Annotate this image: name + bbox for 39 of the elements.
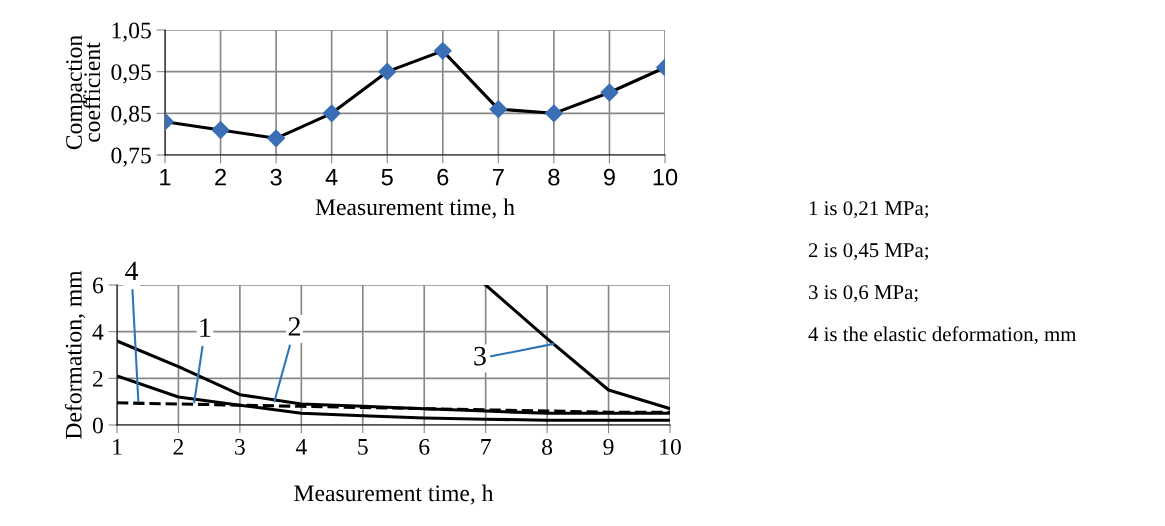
x-tick-label: 5 — [358, 439, 368, 455]
x-tick-label: 3 — [270, 168, 282, 186]
x-tick-label: 10 — [653, 168, 678, 186]
series-label: 3 — [474, 346, 486, 366]
x-axis-title: Measurement time, h — [294, 484, 494, 505]
x-tick-label: 9 — [603, 168, 615, 186]
x-tick-label: 7 — [492, 169, 504, 186]
x-axis-title: Measurement time, h — [315, 198, 515, 219]
y-tick-label: 4 — [92, 324, 104, 340]
x-tick-label: 5 — [381, 169, 393, 186]
x-tick-label: 10 — [660, 438, 681, 455]
y-axis-title: Compaction coefficient — [66, 35, 101, 150]
text: 1 — [200, 318, 211, 337]
y-tick-label: 0 — [92, 417, 103, 434]
x-tick-label: 1 — [113, 438, 122, 455]
x-tick-label: 8 — [548, 168, 560, 186]
x-tick-label: 2 — [215, 168, 226, 186]
y-tick-label: 2 — [93, 370, 103, 387]
text: 3 is 0,6 MPa; — [809, 285, 918, 303]
y-tick-label: 0,95 — [111, 64, 151, 84]
x-tick-label: 7 — [481, 439, 491, 455]
y-axis-title: Deformation, mm — [64, 270, 86, 439]
text: 2 — [288, 317, 300, 336]
x-tick-label: 6 — [419, 438, 430, 455]
y-tick-label: 0,75 — [111, 147, 151, 167]
x-tick-label: 9 — [603, 438, 614, 455]
x-tick-label: 6 — [437, 168, 449, 186]
x-tick-label: 2 — [173, 438, 184, 455]
text: 1 is 0,21 MPa; — [809, 201, 928, 219]
x-tick-label: 1 — [160, 169, 171, 186]
y-tick-label: 6 — [93, 277, 104, 294]
x-tick-label: 4 — [325, 169, 338, 186]
text: 2 is 0,45 MPa; — [808, 243, 928, 261]
x-tick-label: 4 — [295, 439, 307, 455]
x-tick-label: 8 — [542, 438, 553, 455]
text: 4 is the elastic deformation, mm — [808, 326, 1077, 345]
y-tick-label: 1,05 — [112, 22, 151, 42]
y-tick-label: 0,85 — [111, 105, 151, 126]
x-tick-label: 3 — [235, 438, 245, 455]
